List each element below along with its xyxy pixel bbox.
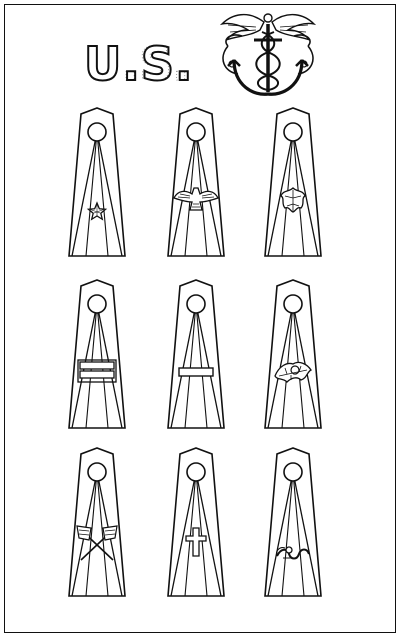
shoulder-strap [264, 279, 322, 429]
shoulder-strap [167, 107, 225, 257]
crossed-flags-icon [76, 525, 118, 561]
serpent-icon [276, 546, 310, 560]
single-bar-icon [178, 367, 214, 377]
strap-outline [68, 447, 126, 597]
us-letters: U.S. U.S. [83, 36, 193, 92]
shoulder-strap [264, 447, 322, 597]
strap-outline [167, 107, 225, 257]
strap-outline [264, 107, 322, 257]
us-text: U.S. [84, 37, 193, 91]
shoulder-strap [264, 107, 322, 257]
strap-outline [68, 107, 126, 257]
shoulder-strap [68, 107, 126, 257]
shoulder-strap [68, 447, 126, 597]
oak-leaf-acorn-icon [274, 361, 312, 383]
double-bar-icon [77, 359, 117, 383]
us-text-hatching: U.S. [84, 37, 189, 91]
strap-outline [167, 447, 225, 597]
shoulder-strap-grid [68, 107, 322, 597]
strap-outline [264, 279, 322, 429]
strap-outline [167, 279, 225, 429]
eagle-icon [173, 187, 219, 211]
strap-outline [264, 447, 322, 597]
strap-outline [68, 279, 126, 429]
leaf-icon [280, 187, 306, 213]
shoulder-strap [167, 447, 225, 597]
cross-icon [185, 527, 207, 557]
shoulder-strap [68, 279, 126, 429]
caduceus-anchor-insignia-icon [219, 13, 317, 96]
star-icon [86, 201, 108, 221]
shoulder-strap [167, 279, 225, 429]
